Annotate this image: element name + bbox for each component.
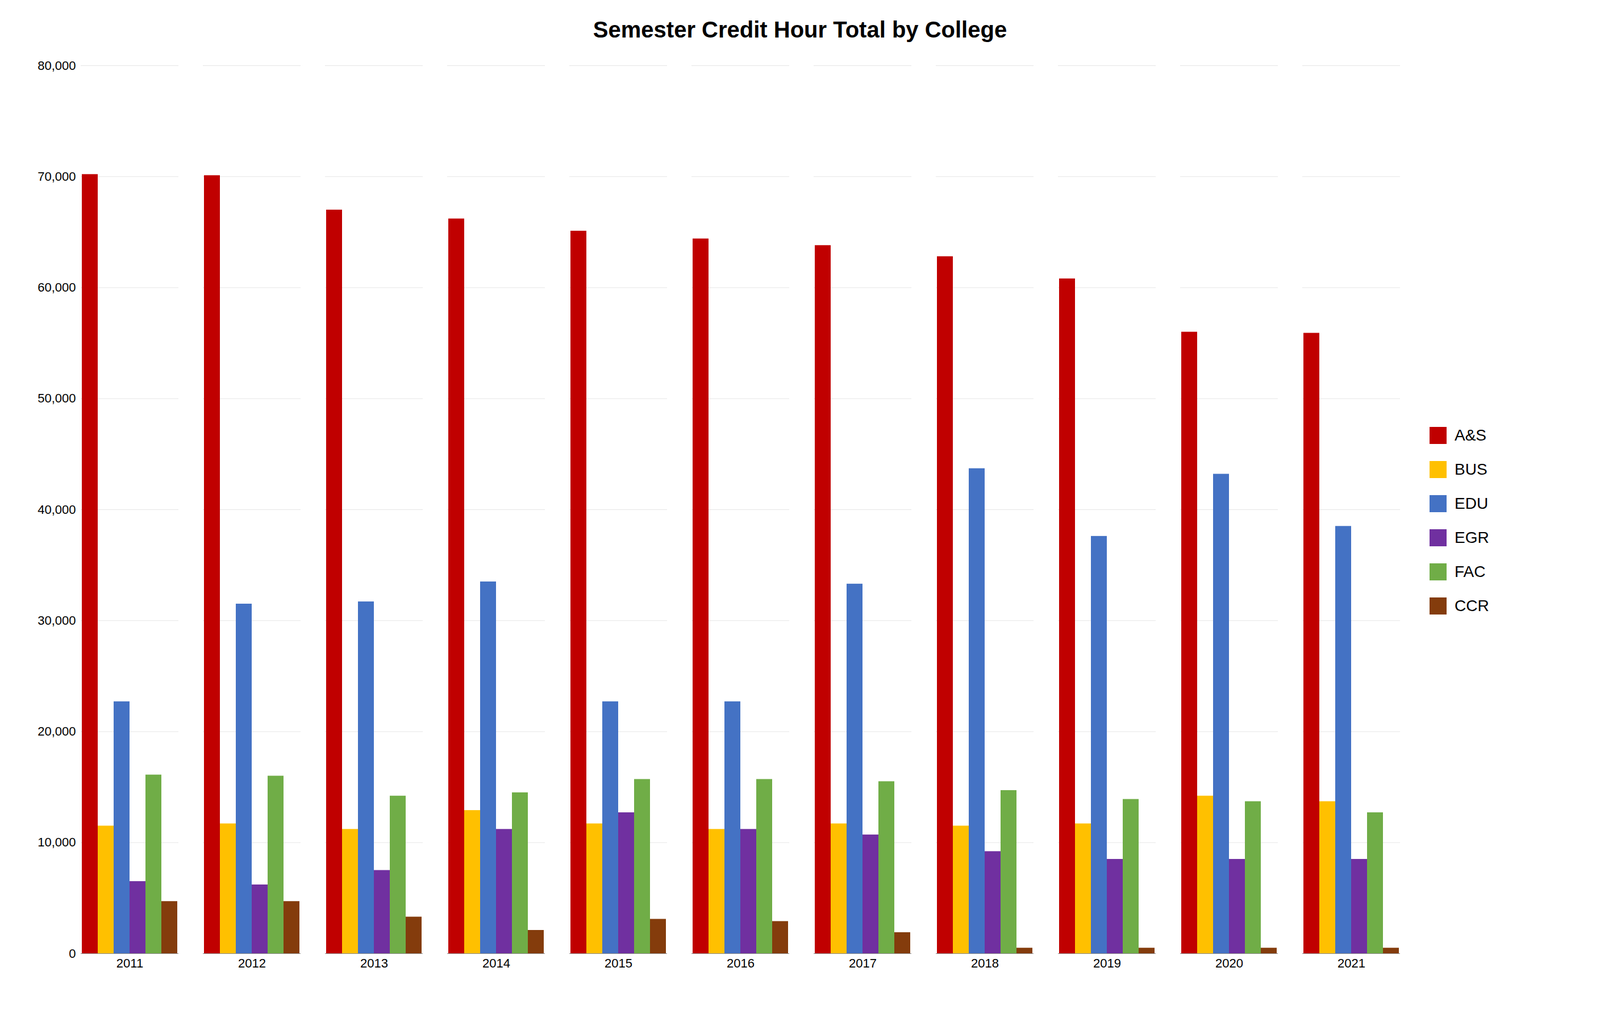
svg-text:2011: 2011 bbox=[116, 955, 144, 970]
svg-text:2017: 2017 bbox=[848, 955, 877, 970]
svg-text:2019: 2019 bbox=[1093, 955, 1122, 970]
svg-text:2020: 2020 bbox=[1215, 955, 1244, 970]
html-text:A&S: A&S bbox=[1454, 426, 1487, 444]
svg-text:0: 0 bbox=[68, 946, 76, 961]
svg-text:20,000: 20,000 bbox=[37, 723, 76, 739]
svg-text:60,000: 60,000 bbox=[37, 280, 76, 295]
svg-text:70,000: 70,000 bbox=[37, 169, 76, 184]
svg-text:80,000: 80,000 bbox=[37, 58, 76, 73]
html-text:EDU: EDU bbox=[1454, 494, 1489, 512]
svg-text:10,000: 10,000 bbox=[37, 834, 76, 849]
svg-text:2015: 2015 bbox=[604, 955, 633, 970]
svg-text:40,000: 40,000 bbox=[37, 502, 76, 517]
svg-text:2021: 2021 bbox=[1337, 955, 1366, 970]
html-text:BUS: BUS bbox=[1454, 460, 1488, 478]
svg-text:2014: 2014 bbox=[482, 955, 511, 970]
svg-text:50,000: 50,000 bbox=[37, 390, 76, 406]
svg-text:30,000: 30,000 bbox=[37, 613, 76, 628]
svg-text:2016: 2016 bbox=[726, 955, 755, 970]
html-text:EGR: EGR bbox=[1454, 528, 1490, 547]
html-text:FAC: FAC bbox=[1454, 562, 1486, 581]
html-text:CCR: CCR bbox=[1454, 596, 1490, 615]
svg-text:2018: 2018 bbox=[971, 955, 999, 970]
svg-text:2013: 2013 bbox=[360, 955, 389, 970]
html-text:Semester Credit Hour Total by: Semester Credit Hour Total by College bbox=[593, 17, 1007, 43]
svg-text:2012: 2012 bbox=[238, 955, 266, 970]
